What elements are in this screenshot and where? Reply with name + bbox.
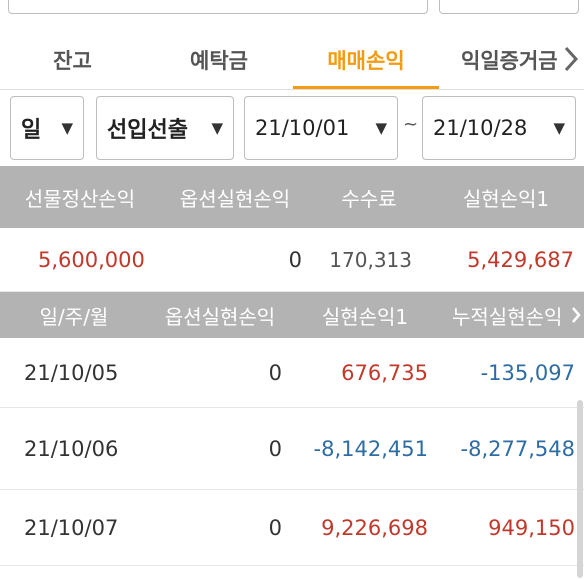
row-date: 21/10/06 bbox=[24, 436, 119, 461]
header-period: 일/주/월 bbox=[39, 304, 109, 329]
row-option-realized-pnl: 0 bbox=[268, 360, 282, 385]
header-option-realized-pnl: 옵션실현손익 bbox=[164, 304, 276, 329]
tab-trading-pnl-label: 매매손익 bbox=[327, 49, 405, 73]
detail-header: 일/주/월 옵션실현손익 실현손익1 누적실현손익 bbox=[0, 292, 584, 338]
tab-trading-pnl[interactable]: 매매손익 bbox=[293, 30, 439, 90]
header-realized-pnl-1: 실현손익1 bbox=[462, 186, 550, 211]
row-date: 21/10/07 bbox=[24, 515, 119, 540]
chevron-right-icon[interactable] bbox=[568, 292, 584, 338]
top-button-box[interactable] bbox=[439, 0, 579, 14]
period-select[interactable]: 일 ▼ bbox=[10, 96, 84, 160]
caret-down-icon: ▼ bbox=[375, 119, 387, 137]
summary-realized-pnl-1: 5,429,687 bbox=[467, 247, 574, 272]
summary-futures-settlement-pnl: 5,600,000 bbox=[38, 247, 145, 272]
tab-balance[interactable]: 잔고 bbox=[0, 30, 145, 90]
row-option-realized-pnl: 0 bbox=[268, 436, 282, 461]
row-cumulative-realized-pnl: -8,277,548 bbox=[460, 436, 575, 461]
summary-header: 선물정산손익 옵션실현손익 수수료 실현손익1 bbox=[0, 166, 584, 228]
caret-down-icon: ▼ bbox=[61, 119, 73, 137]
date-range-separator: ~ bbox=[403, 114, 419, 135]
row-realized-pnl-1: 9,226,698 bbox=[321, 515, 428, 540]
caret-down-icon: ▼ bbox=[211, 119, 223, 137]
date-from-select[interactable]: 21/10/01 ▼ bbox=[244, 96, 398, 160]
date-to-select[interactable]: 21/10/28 ▼ bbox=[422, 96, 576, 160]
row-date: 21/10/05 bbox=[24, 360, 119, 385]
row-realized-pnl-1: 676,735 bbox=[341, 360, 428, 385]
header-commission: 수수료 bbox=[341, 186, 397, 211]
tab-balance-label: 잔고 bbox=[53, 49, 92, 73]
tab-underline-divider bbox=[0, 89, 584, 90]
period-select-value: 일 bbox=[21, 118, 42, 143]
tab-next-day-margin[interactable]: 익일증거금 bbox=[439, 30, 584, 90]
caret-down-icon: ▼ bbox=[553, 119, 565, 137]
tab-bar: 잔고 예탁금 매매손익 익일증거금 bbox=[0, 30, 584, 90]
header-option-realized-pnl: 옵션실현손익 bbox=[179, 186, 291, 211]
header-futures-settlement-pnl: 선물정산손익 bbox=[24, 186, 136, 211]
summary-option-realized-pnl: 0 bbox=[288, 247, 302, 272]
summary-commission: 170,313 bbox=[329, 247, 412, 272]
summary-row: 5,600,000 0 170,313 5,429,687 bbox=[0, 228, 584, 292]
calc-method-select-value: 선입선출 bbox=[107, 118, 188, 143]
date-from-value: 21/10/01 bbox=[255, 116, 350, 140]
tab-deposit[interactable]: 예탁금 bbox=[145, 30, 293, 90]
tab-deposit-label: 예탁금 bbox=[190, 49, 248, 73]
top-input-box[interactable] bbox=[8, 0, 428, 14]
row-cumulative-realized-pnl: -135,097 bbox=[480, 360, 575, 385]
row-cumulative-realized-pnl: 949,150 bbox=[488, 515, 575, 540]
calc-method-select[interactable]: 선입선출 ▼ bbox=[96, 96, 234, 160]
table-row[interactable]: 21/10/05 0 676,735 -135,097 bbox=[0, 338, 584, 408]
header-cumulative-realized-pnl: 누적실현손익 bbox=[452, 304, 563, 329]
table-row[interactable]: 21/10/06 0 -8,142,451 -8,277,548 bbox=[0, 408, 584, 490]
chevron-right-icon[interactable] bbox=[560, 42, 582, 76]
date-to-value: 21/10/28 bbox=[433, 116, 528, 140]
tab-next-day-margin-label: 익일증거금 bbox=[461, 49, 558, 73]
row-realized-pnl-1: -8,142,451 bbox=[313, 436, 428, 461]
vertical-scrollbar[interactable] bbox=[577, 400, 583, 578]
table-row[interactable]: 21/10/07 0 9,226,698 949,150 bbox=[0, 490, 584, 566]
row-option-realized-pnl: 0 bbox=[268, 515, 282, 540]
header-realized-pnl-1: 실현손익1 bbox=[321, 304, 409, 329]
